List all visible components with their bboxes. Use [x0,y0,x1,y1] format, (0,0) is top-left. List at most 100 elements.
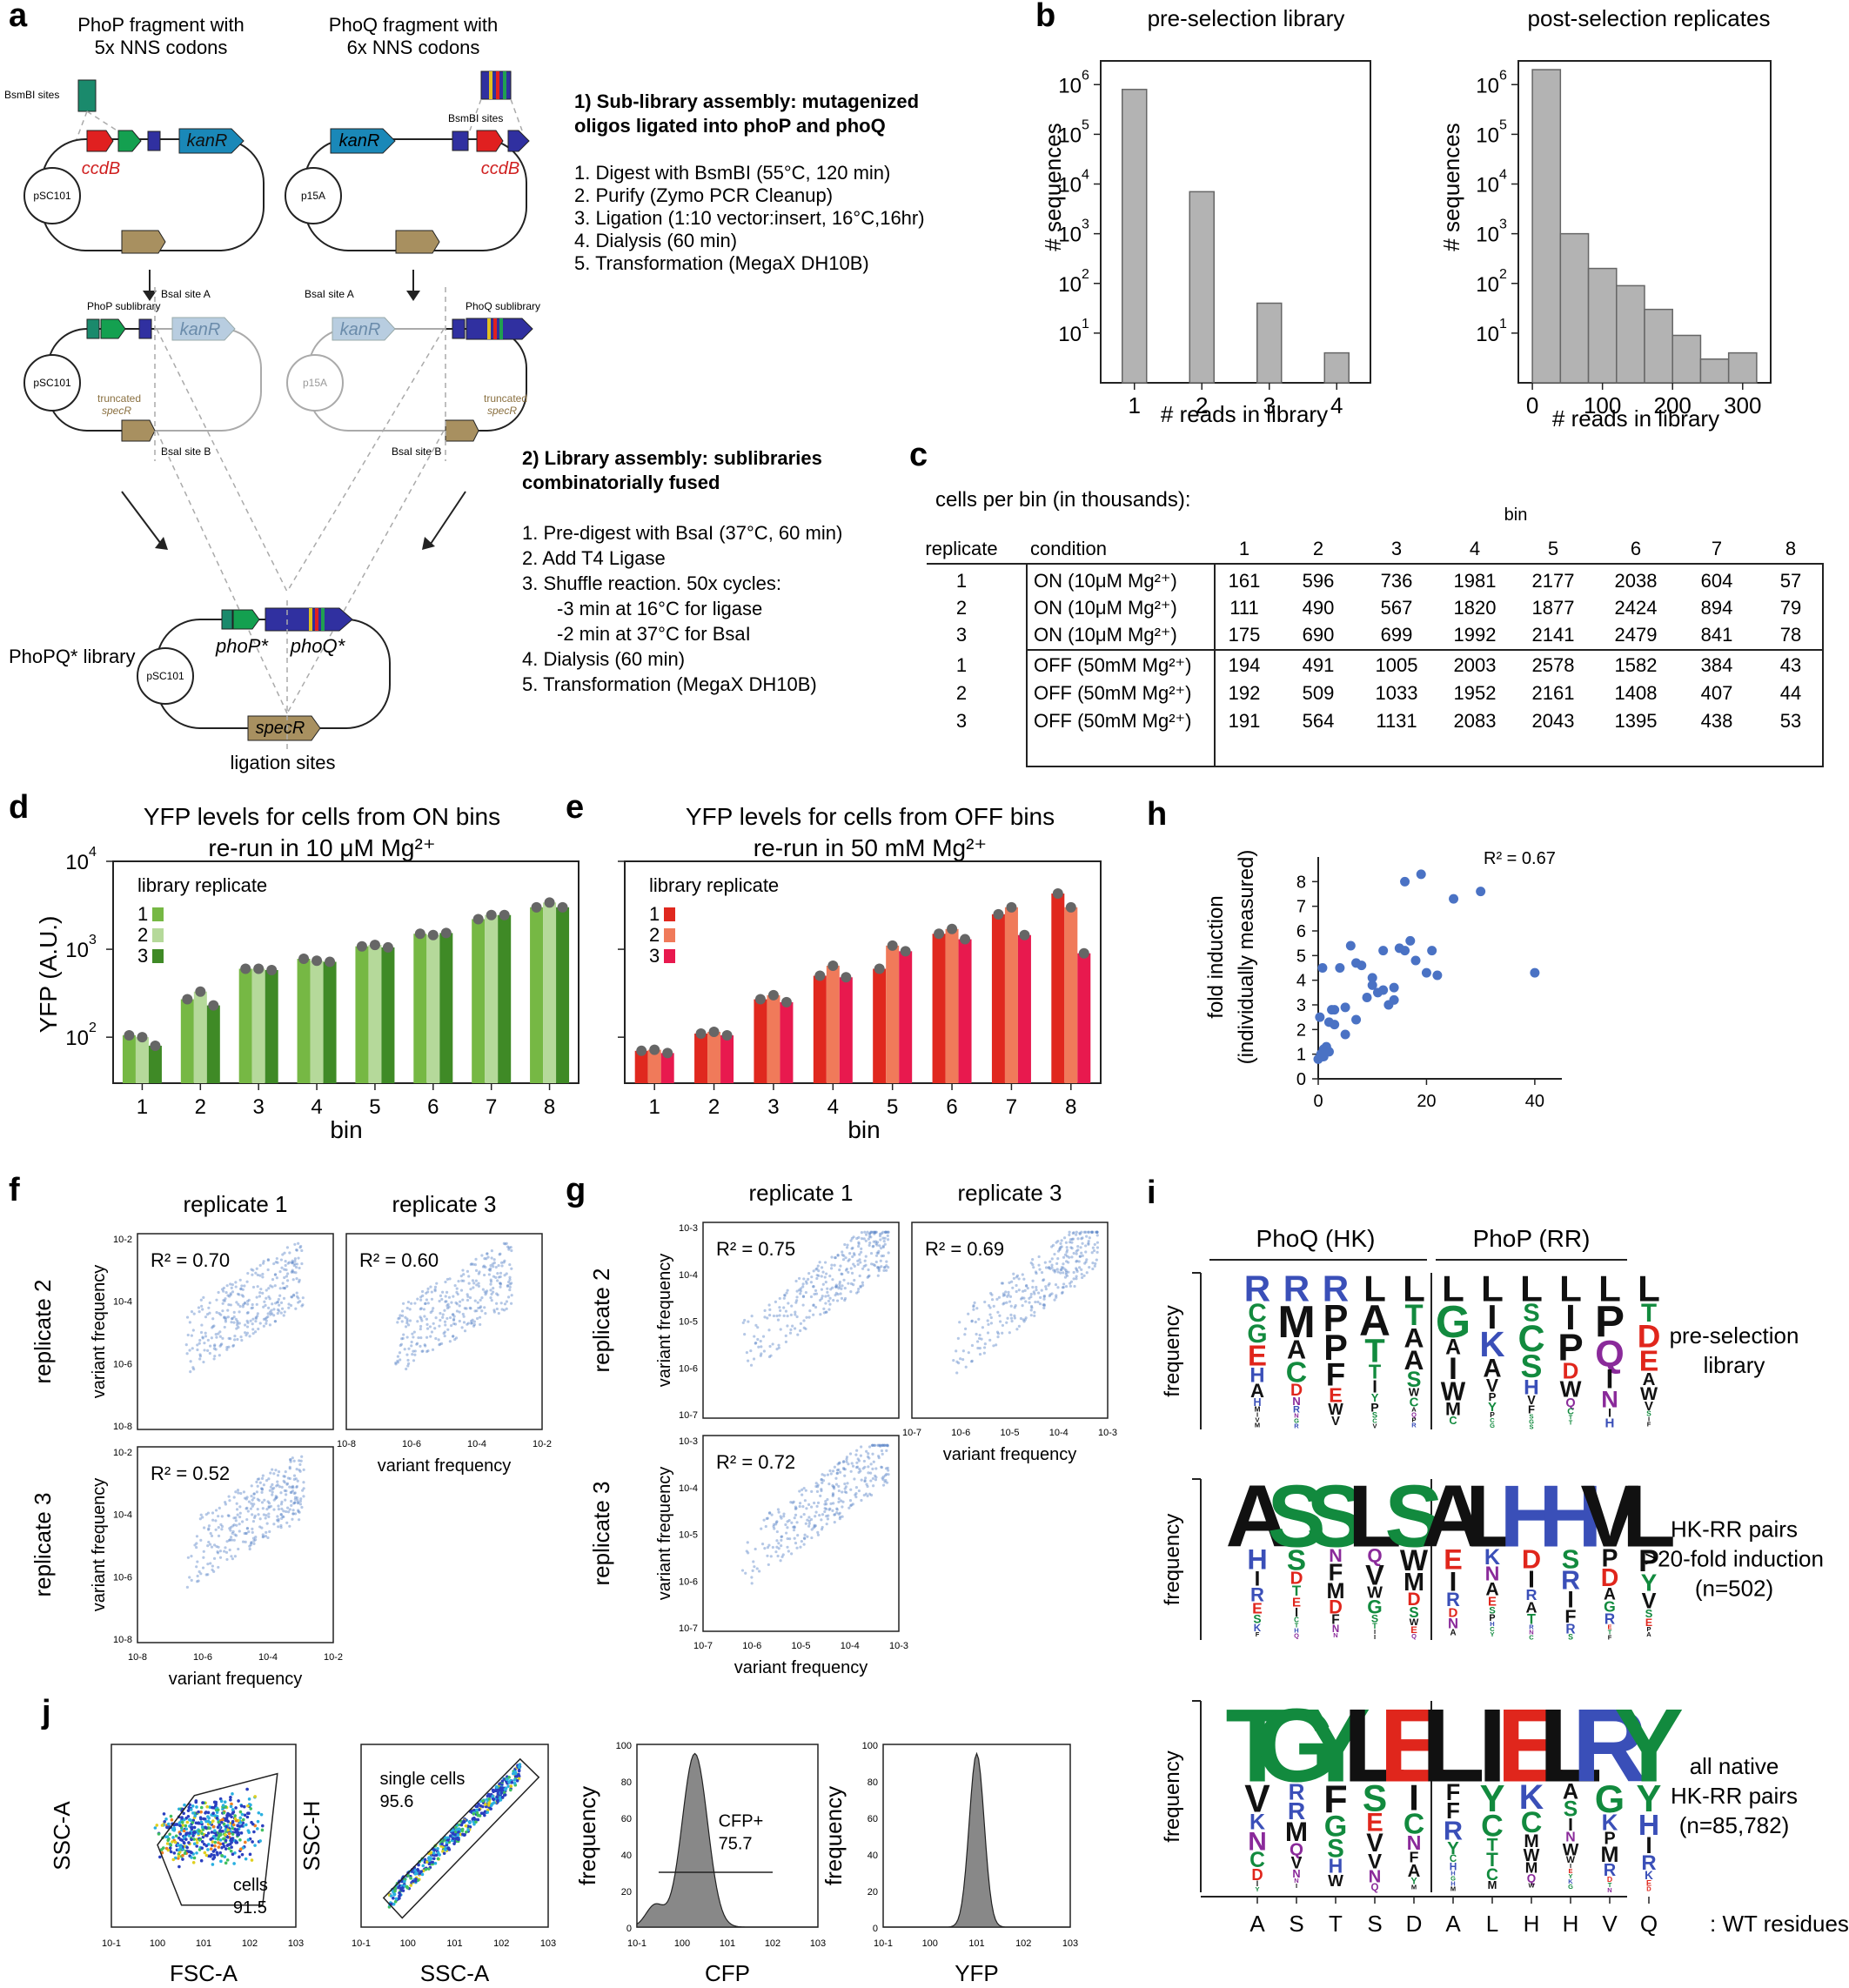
variant-point [233,1555,237,1558]
logo-letter: T [1527,1612,1536,1628]
logo-letter: S [1564,1797,1578,1821]
variant-point [1048,1267,1052,1271]
variant-point [1050,1245,1054,1248]
legend-swatch [664,949,675,963]
event-point [475,1811,479,1815]
variant-point [271,1487,274,1491]
variant-point [804,1290,807,1295]
variant-point [843,1298,847,1302]
logo-letter: E [1568,1867,1572,1875]
event-point [187,1805,191,1810]
variant-point [1076,1245,1080,1248]
variant-point [827,1308,831,1311]
variant-point [1009,1313,1013,1316]
variant-point [1056,1239,1060,1243]
logo-letter: S [1529,1413,1533,1421]
event-point [185,1845,189,1850]
variant-point [1005,1301,1008,1304]
event-point [231,1792,234,1796]
variant-point [281,1515,285,1518]
variant-point [288,1467,291,1470]
variant-point [276,1261,279,1264]
protocol-step: -2 min at 37°C for BsaI [557,623,751,645]
variant-point [855,1449,859,1452]
variant-point [207,1527,211,1530]
variant-point [1075,1268,1079,1272]
event-point [185,1820,190,1824]
variant-point [793,1525,796,1529]
variant-point [267,1515,271,1519]
variant-point [428,1325,432,1329]
x-tick-label: 10-4 [841,1641,860,1651]
event-point [202,1817,206,1821]
event-point [173,1856,178,1860]
bar [265,969,278,1083]
variant-point [874,1231,877,1235]
variant-point [798,1502,802,1505]
variant-point [254,1271,258,1275]
replicate-point [414,928,425,940]
event-point [498,1782,501,1786]
variant-point [883,1480,887,1483]
variant-point [799,1322,802,1325]
variant-point [204,1315,208,1319]
variant-point [270,1312,274,1315]
x-tick-label: 10-6 [402,1439,421,1449]
variant-point [443,1309,446,1312]
variant-point [204,1331,207,1335]
event-point [177,1836,181,1840]
variant-point [441,1313,445,1316]
variant-point [245,1531,248,1535]
variant-point [767,1543,771,1547]
replicate-point [1052,888,1063,900]
insert-guide [76,110,88,140]
variant-point [429,1335,432,1338]
event-point [251,1840,254,1844]
variant-point [753,1565,756,1569]
variant-point [227,1538,231,1543]
variant-point [806,1535,809,1538]
phoq-header: PhoQ (HK) [1256,1225,1376,1252]
variant-point [294,1265,298,1269]
variant-point [285,1483,289,1486]
kanr-gene [330,128,396,154]
variant-point [468,1306,472,1309]
variant-point [492,1290,495,1294]
variant-point [857,1241,861,1244]
variant-point [831,1483,834,1488]
table-cell: 2479 [1615,624,1658,646]
variant-point [1042,1303,1046,1308]
variant-point [1069,1246,1073,1249]
logo-letter: S [1645,1607,1653,1620]
bar [323,961,337,1083]
variant-point [505,1300,509,1303]
variant-point [275,1484,278,1488]
y-tick-label: 20 [868,1887,878,1898]
variant-point [431,1348,435,1351]
variant-point [474,1268,479,1273]
bar [932,934,946,1083]
variant-point [467,1282,471,1285]
logo-letter: G [1604,1598,1616,1616]
variant-point [421,1349,425,1353]
bar [1004,907,1018,1083]
variant-point [1021,1289,1025,1293]
variant-point [210,1534,214,1537]
variant-point [819,1494,822,1497]
variant-point [254,1315,258,1319]
logo-letter: W [1328,1400,1343,1418]
event-point [464,1824,468,1828]
variant-point [297,1256,300,1260]
event-point [507,1776,511,1779]
variant-point [410,1344,413,1348]
scatter-point [1367,980,1377,990]
fusion-guide [156,430,288,714]
variant-point [219,1313,223,1316]
variant-point [860,1478,863,1482]
logo-letter: C [1517,1318,1544,1360]
variant-point [1030,1306,1034,1309]
event-point [415,1871,419,1875]
variant-point [505,1242,508,1245]
table-cell: 194 [1229,654,1261,676]
